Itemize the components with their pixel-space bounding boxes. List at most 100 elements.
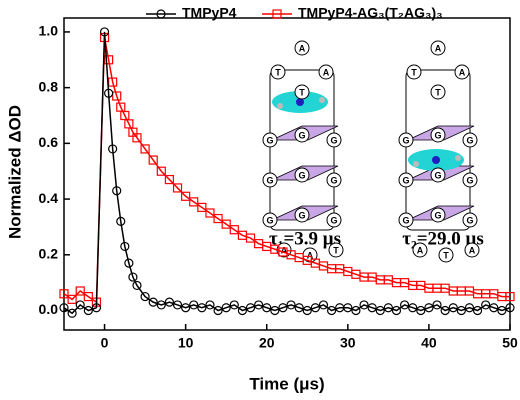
data-point: [505, 303, 515, 313]
data-point: [83, 305, 93, 316]
nucleotide-label: G: [330, 135, 337, 145]
data-point: [408, 303, 418, 313]
x-tick-label: 40: [421, 335, 437, 351]
data-point: [205, 208, 215, 218]
nucleotide-label: T: [333, 245, 339, 255]
molecule-atom: [277, 103, 283, 109]
nucleotide: [430, 207, 446, 223]
nucleotide-label: T: [435, 87, 441, 97]
data-point: [221, 303, 231, 313]
data-point: [197, 303, 207, 313]
data-point: [286, 300, 296, 310]
data-point: [375, 305, 385, 316]
data-point: [128, 272, 138, 282]
molecule-atom: [432, 156, 440, 164]
data-point: [505, 291, 515, 302]
y-tick-label: 0.8: [39, 78, 59, 94]
nucleotide-label: G: [402, 215, 409, 225]
data-point: [67, 294, 77, 304]
nucleotide: [262, 132, 278, 148]
y-axis-label: Normalized ΔOD: [5, 105, 24, 239]
nucleotide-label: T: [411, 67, 417, 77]
data-point: [294, 303, 304, 313]
y-tick-label: 0.4: [39, 190, 59, 206]
nucleotide-label: G: [298, 130, 305, 140]
nucleotide-label: A: [469, 245, 476, 255]
data-point: [440, 305, 450, 316]
data-point: [351, 305, 361, 316]
data-point: [132, 280, 142, 291]
nucleotide-label: T: [299, 87, 305, 97]
nucleotide: [294, 84, 310, 100]
nucleotide-label: G: [466, 135, 473, 145]
plot-frame: [63, 17, 511, 331]
nucleotide: [430, 84, 446, 100]
y-tick-label: 0.0: [39, 301, 59, 317]
molecule-atom: [319, 97, 325, 103]
nucleotide: [462, 172, 478, 188]
molecule-atom: [413, 161, 419, 167]
data-point: [472, 305, 483, 316]
data-point: [310, 303, 320, 313]
nucleotide-label: G: [298, 210, 305, 220]
nucleotide-label: A: [323, 67, 330, 77]
data-point: [108, 144, 118, 154]
data-point: [172, 183, 183, 193]
y-tick-label: 0.2: [39, 245, 59, 261]
nucleotide-label: G: [298, 170, 305, 180]
nucleotide: [406, 64, 422, 80]
nucleotide: [262, 172, 278, 188]
data-point: [120, 241, 130, 252]
nucleotide: [294, 167, 310, 183]
data-point: [197, 202, 207, 213]
nucleotide: [294, 40, 310, 56]
data-point: [181, 191, 191, 201]
nucleotide: [438, 247, 454, 263]
data-point: [383, 303, 393, 313]
nucleotide-label: G: [266, 135, 273, 145]
data-point: [164, 174, 175, 185]
x-axis-label: Time (μs): [249, 374, 324, 393]
data-point: [75, 300, 85, 310]
data-point: [213, 305, 223, 316]
molecule-atom: [296, 98, 304, 106]
data-point: [99, 27, 110, 37]
data-point: [83, 291, 93, 302]
data-point: [367, 303, 377, 313]
nucleotide: [430, 127, 446, 143]
data-point: [448, 303, 458, 313]
nucleotide: [454, 64, 470, 80]
nucleotide: [398, 132, 414, 148]
nucleotide: [294, 127, 310, 143]
data-point: [416, 305, 426, 316]
nucleotide: [262, 212, 278, 228]
nucleotide: [412, 242, 428, 258]
nucleotide: [430, 40, 446, 56]
y-tick-label: 1.0: [39, 23, 59, 39]
nucleotide: [326, 132, 342, 148]
data-point: [148, 297, 158, 307]
data-point: [318, 300, 329, 310]
data-point: [245, 233, 256, 243]
nucleotide-label: G: [466, 215, 473, 225]
data-point: [116, 216, 126, 226]
nucleotide-label: T: [443, 250, 449, 260]
data-point: [424, 303, 434, 313]
data-point: [181, 303, 191, 313]
nucleotide: [398, 172, 414, 188]
nucleotide: [462, 212, 478, 228]
nucleotide-label: G: [402, 135, 409, 145]
data-point: [67, 308, 77, 318]
data-point: [221, 219, 231, 229]
data-point: [432, 300, 442, 310]
data-point: [278, 303, 288, 313]
data-point: [156, 300, 166, 310]
data-point: [391, 305, 402, 316]
data-point: [302, 305, 312, 316]
data-point: [489, 303, 499, 313]
data-point: [140, 144, 150, 154]
nucleotide-label: G: [266, 175, 273, 185]
data-point: [140, 291, 150, 302]
